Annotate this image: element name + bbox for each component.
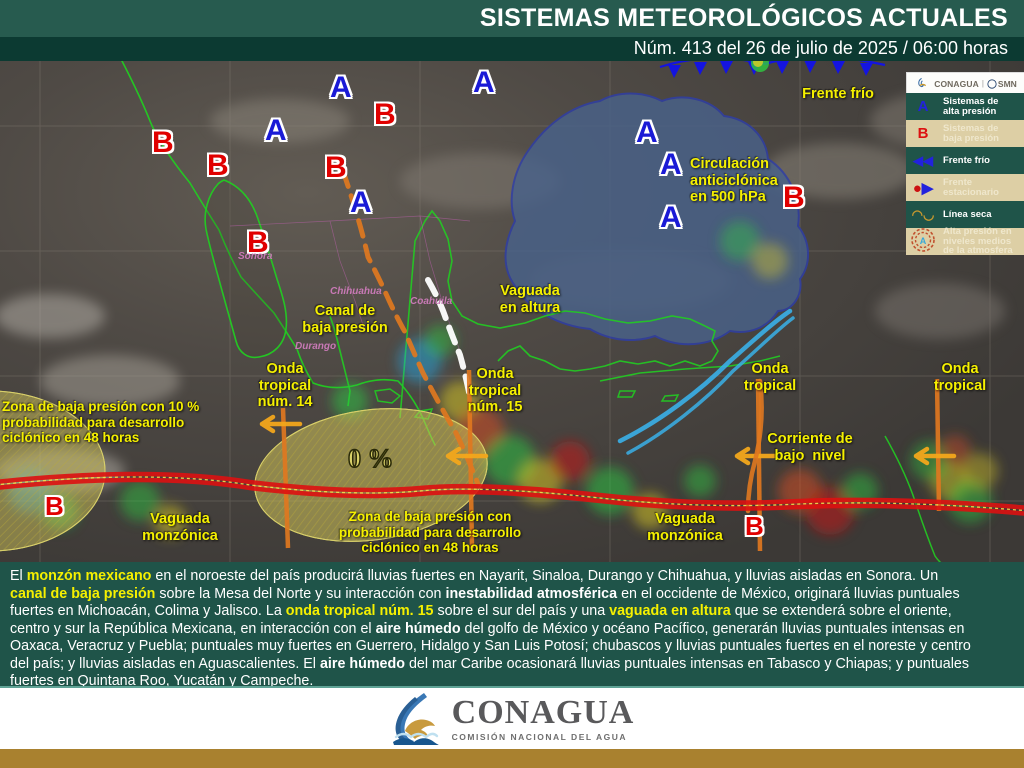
svg-text:0 %: 0 %: [348, 444, 394, 473]
svg-text:A: A: [920, 236, 927, 246]
